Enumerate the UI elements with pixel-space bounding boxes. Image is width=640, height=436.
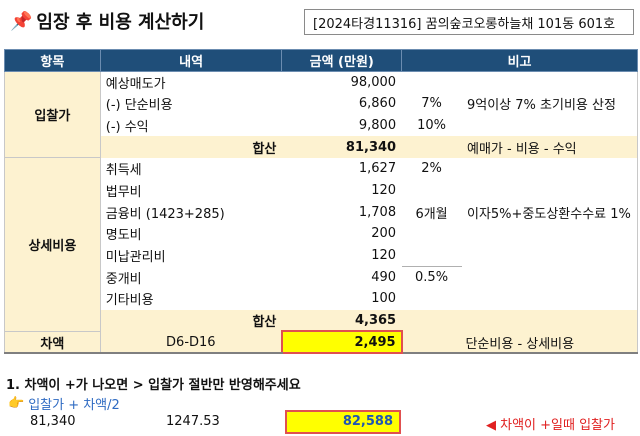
hint-line: 👉 입찰가 + 차액/2	[8, 394, 120, 413]
result-row: 81,340 1247.53 82,588 ◀ 차액이 +일때 입찰가	[0, 410, 640, 434]
page-title: 📌 임장 후 비용 계산하기	[10, 8, 204, 34]
cost-table: 항목 내역 금액 (만원) 비고 입찰가 예상매도가 98,000 (-) 단순…	[4, 49, 639, 355]
table-row: 중개비 490 0.5%	[5, 266, 639, 289]
row-note	[461, 266, 639, 289]
row-amount: 120	[371, 182, 397, 198]
header-detail: 내역	[99, 49, 283, 72]
table-row: 기타비용 100	[5, 288, 639, 310]
row-pct: 2%	[401, 157, 462, 180]
table-row: 미납관리비 120	[5, 244, 639, 267]
table-row: 법무비 120	[5, 179, 639, 202]
row-note	[461, 288, 639, 310]
detail-sum-label: 합산	[99, 309, 282, 332]
table-row: 금융비 (1423+285) 1,708 6개월 이자5%+중도상환수수료 1%	[5, 201, 639, 223]
table-row: 명도비 200	[5, 223, 639, 245]
row-item: (-) 수익	[99, 114, 282, 137]
row-amount: 6,860	[358, 96, 397, 112]
row-item: 금융비 (1423+285)	[99, 201, 282, 223]
row-amount: 490	[371, 269, 397, 285]
page-title-text: 임장 후 비용 계산하기	[36, 12, 205, 33]
section-bid-label: 입찰가	[4, 70, 101, 159]
pointing-hand-icon: 👉	[8, 396, 25, 411]
row-note: 이자5%+중도상환수수료 1%	[461, 201, 639, 223]
header-amount: 금액 (만원)	[281, 49, 403, 72]
bid-sum-note: 예매가 - 비용 - 수익	[461, 136, 639, 158]
diff-amount: 2,495	[280, 330, 403, 355]
bid-sum-label: 합산	[99, 136, 282, 158]
row-amount: 9,800	[358, 117, 397, 133]
diff-row: 차액 D6-D16 2,495 단순비용 - 상세비용	[4, 330, 638, 355]
detail-sum-amount: 4,365	[281, 309, 402, 332]
diff-formula: D6-D16	[99, 330, 282, 355]
row-item: 취득세	[99, 157, 282, 180]
result-bid: 81,340	[30, 414, 76, 429]
row-pct	[401, 223, 462, 245]
table-row: 입찰가 예상매도가 98,000	[4, 70, 639, 159]
row-note: 9억이상 7% 초기비용 산정	[461, 92, 639, 115]
hint-text: 입찰가 + 차액/2	[28, 398, 120, 413]
row-amount: 1,708	[358, 204, 397, 220]
row-item: 기타비용	[99, 288, 282, 310]
case-info-box: [2024타경11316] 꿈의숲코오롱하늘채 101동 601호	[304, 9, 634, 35]
row-item: 명도비	[99, 223, 282, 245]
title-row: 📌 임장 후 비용 계산하기 [2024타경11316] 꿈의숲코오롱하늘채 1…	[0, 0, 640, 44]
result-half-diff: 1247.53	[166, 414, 220, 429]
row-amount: 120	[371, 248, 397, 264]
row-pct: 6개월	[401, 201, 462, 223]
header-category: 항목	[4, 49, 101, 72]
row-item: (-) 단순비용	[99, 92, 282, 115]
row-pct: 0.5%	[401, 266, 462, 289]
bid-sum-amount: 81,340	[281, 136, 402, 158]
row-pct	[401, 71, 462, 93]
row-pct	[401, 244, 462, 267]
row-amount: 100	[371, 291, 397, 307]
detail-sum-row: 합산 4,365	[5, 309, 639, 332]
row-note	[461, 179, 639, 202]
row-amount: 1,627	[358, 161, 397, 177]
diff-note: 단순비용 - 상세비용	[401, 330, 638, 355]
header-note: 비고	[401, 49, 638, 72]
result-marker: ◀ 차액이 +일때 입찰가	[486, 418, 615, 433]
diff-label: 차액	[4, 330, 101, 355]
table-row: 상세비용 취득세 1,627 2%	[4, 157, 639, 332]
row-pct	[401, 179, 462, 202]
row-item: 중개비	[99, 266, 282, 289]
row-note	[461, 244, 639, 267]
pushpin-icon: 📌	[10, 10, 33, 32]
bid-sum-row: 합산 81,340 예매가 - 비용 - 수익	[5, 136, 639, 158]
row-note	[461, 223, 639, 245]
table-row: (-) 수익 9,800 10%	[5, 114, 639, 137]
row-pct: 7%	[401, 92, 462, 115]
row-item: 법무비	[99, 179, 282, 202]
result-final-bid: 82,588	[285, 410, 401, 434]
row-item: 예상매도가	[99, 71, 282, 93]
row-note	[460, 157, 639, 180]
row-amount: 98,000	[350, 74, 397, 90]
row-note	[460, 71, 639, 93]
section-detail-label: 상세비용	[4, 157, 101, 332]
row-amount: 200	[371, 226, 397, 242]
instruction-text: 1. 차액이 +가 나오면 > 입찰가 절반만 반영해주세요	[6, 378, 301, 393]
row-pct: 10%	[401, 114, 462, 137]
row-note	[461, 114, 639, 137]
row-item: 미납관리비	[99, 244, 282, 267]
table-header-row: 항목 내역 금액 (만원) 비고	[4, 49, 638, 72]
table-row: (-) 단순비용 6,860 7% 9억이상 7% 초기비용 산정	[5, 92, 639, 115]
row-pct	[401, 288, 462, 310]
